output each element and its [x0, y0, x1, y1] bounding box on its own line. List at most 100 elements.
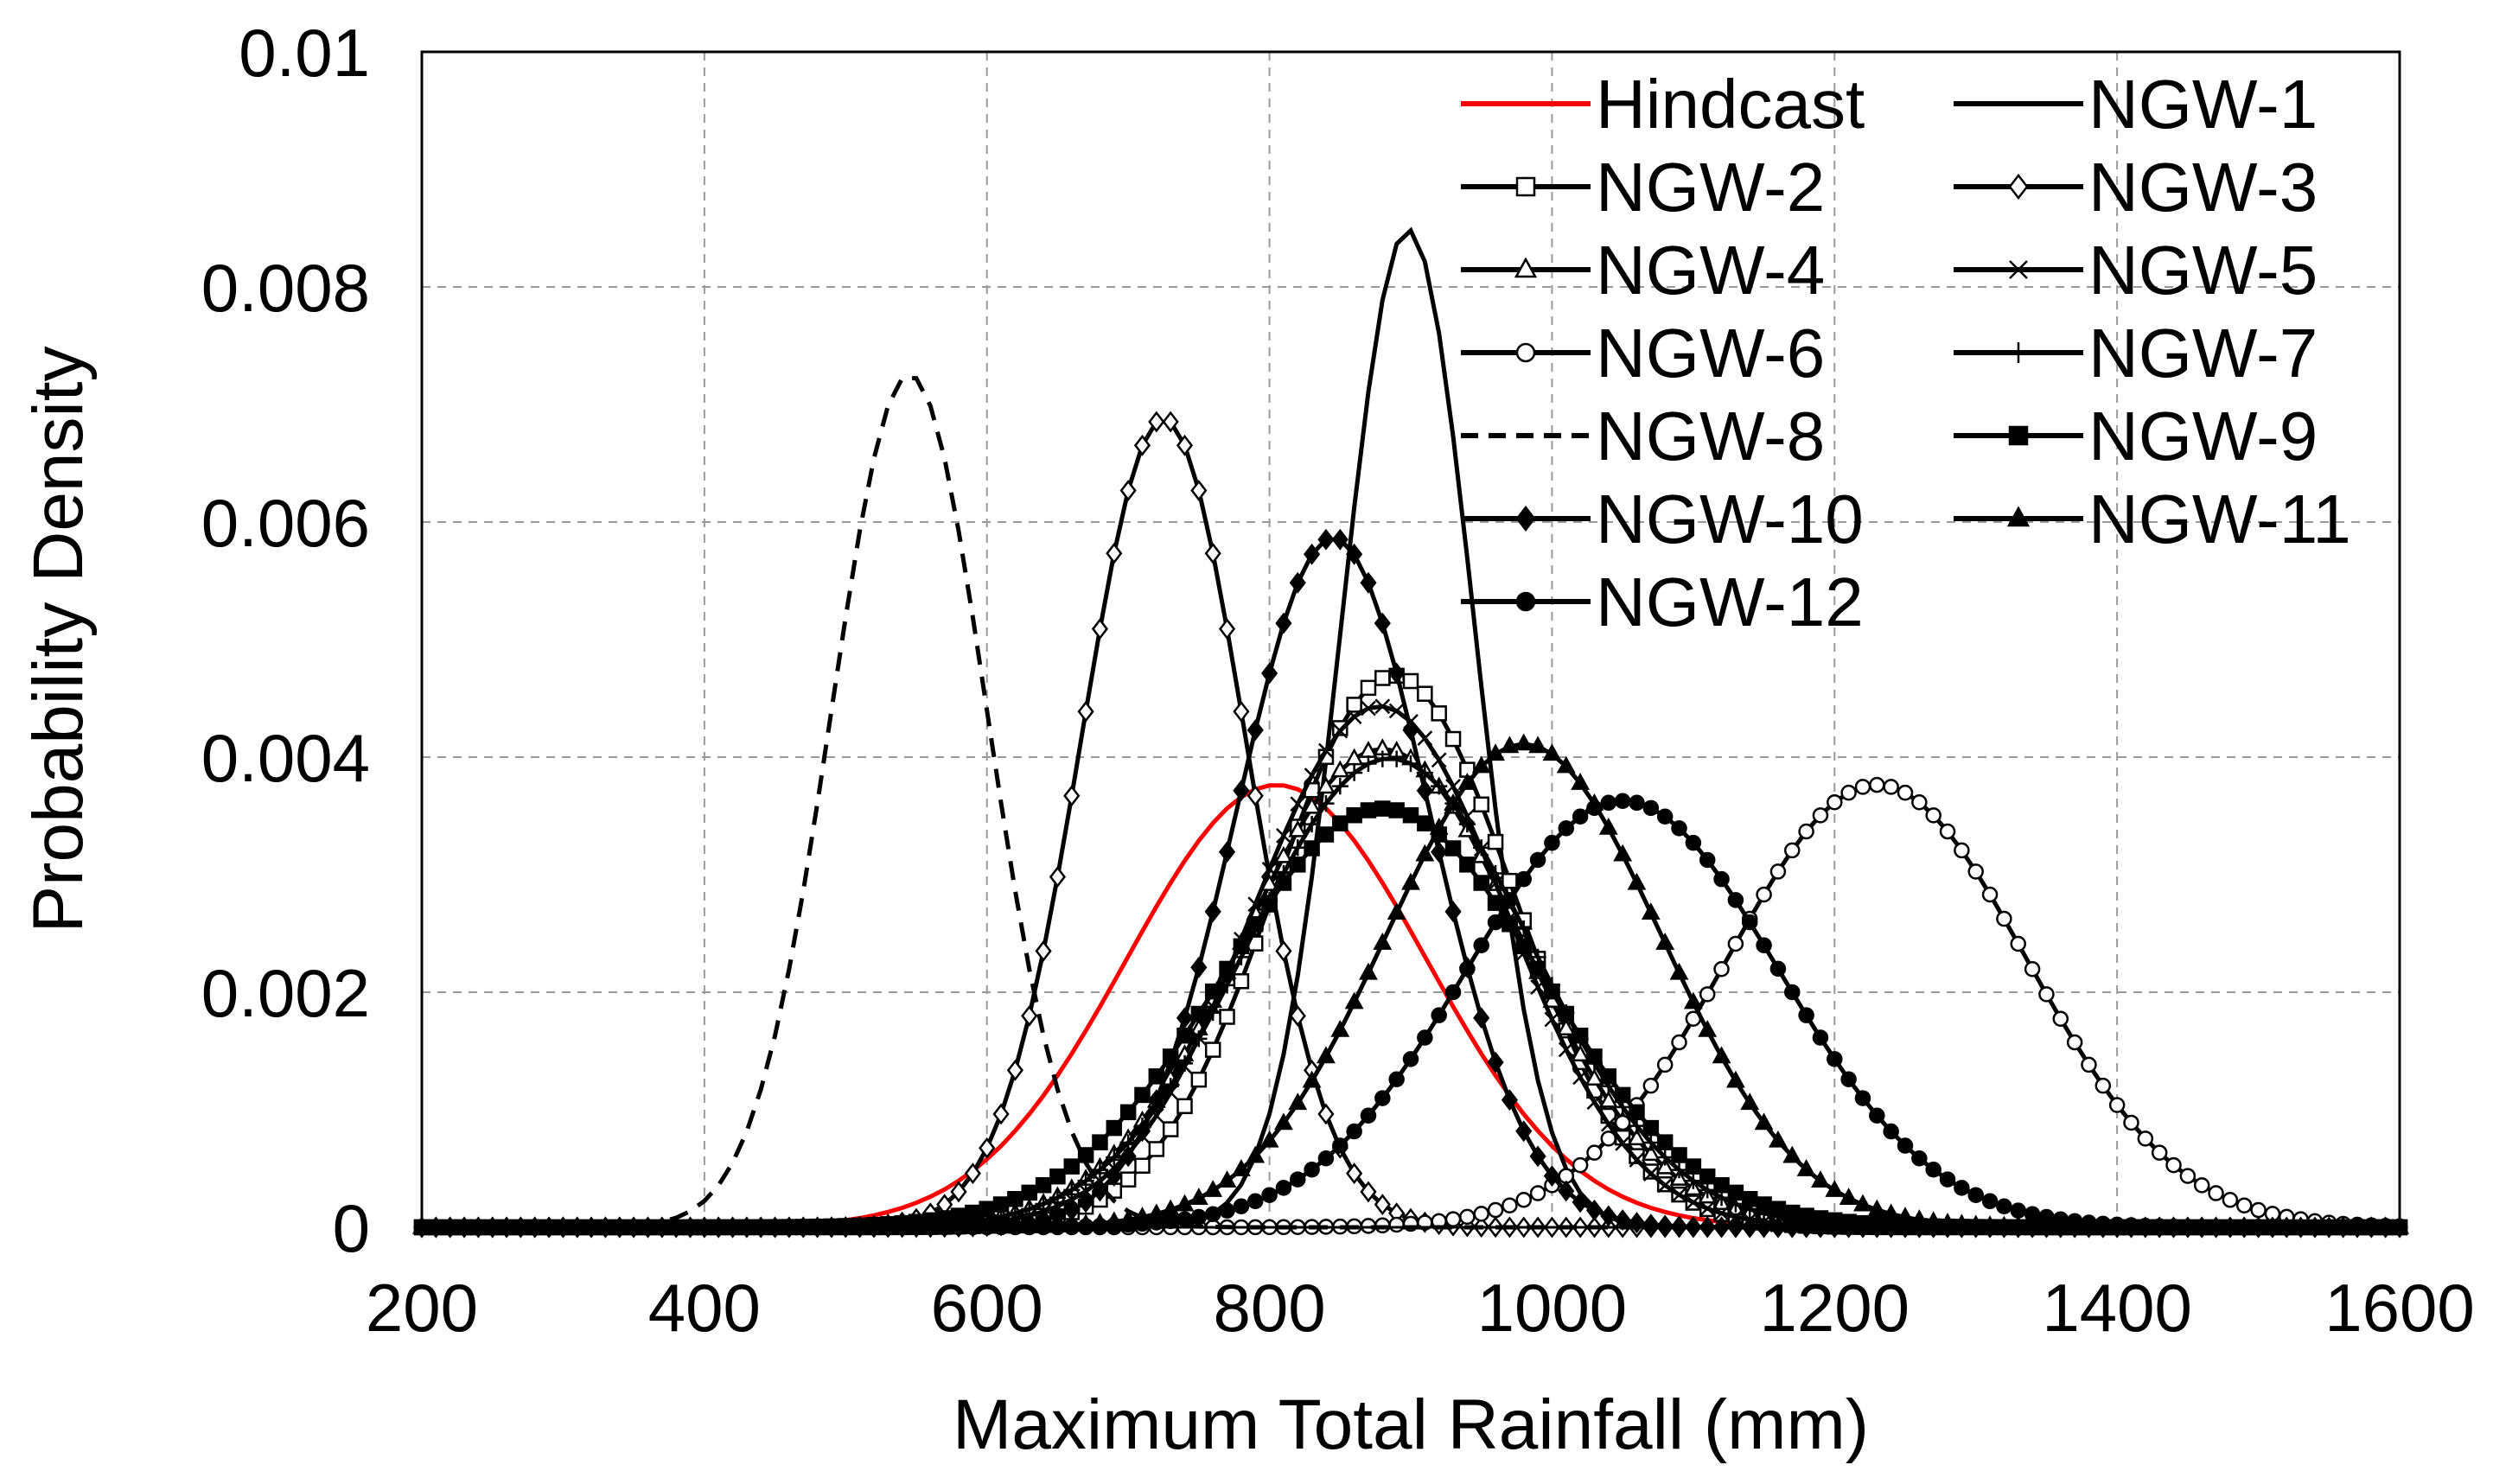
series-marker — [1486, 743, 1505, 761]
series-marker — [1598, 1090, 1618, 1108]
series-marker — [1515, 591, 1536, 612]
series-marker — [1289, 1004, 1306, 1027]
series-marker — [1415, 844, 1435, 862]
series-marker — [1148, 1089, 1165, 1111]
series-marker — [1332, 815, 1349, 831]
legend-item: NGW-11 — [1954, 481, 2351, 557]
series-marker — [1176, 434, 1194, 456]
series-marker — [1275, 875, 1292, 891]
series-marker — [1162, 1213, 1179, 1230]
series-marker — [2108, 1216, 2126, 1233]
series-marker — [1939, 823, 1956, 840]
series-marker — [1417, 1029, 1433, 1046]
series-marker — [1162, 1121, 1179, 1137]
series-marker — [992, 1103, 1010, 1125]
series-marker — [1344, 991, 1364, 1010]
series-marker — [1502, 915, 1518, 933]
series-marker — [1558, 820, 1575, 837]
series-marker — [1290, 857, 1306, 873]
series-marker — [1402, 806, 1419, 824]
series-marker — [2024, 1206, 2041, 1222]
series-marker — [1699, 1201, 1716, 1217]
series-marker — [1515, 938, 1532, 955]
series-marker — [1840, 784, 1857, 801]
series-marker — [1584, 1068, 1604, 1086]
series-marker — [1091, 618, 1109, 640]
series-marker — [1444, 840, 1462, 857]
series-marker — [1501, 1089, 1518, 1111]
series-marker — [1756, 937, 1772, 953]
series-marker — [1839, 1188, 1859, 1206]
series-marker — [1614, 793, 1631, 810]
series-marker — [1812, 1029, 1829, 1046]
series-marker — [1431, 752, 1447, 768]
series-marker — [1811, 1170, 1830, 1188]
series-marker — [1374, 612, 1391, 634]
series-marker — [2235, 1197, 2253, 1213]
series-marker — [1246, 1193, 1264, 1210]
series-marker — [1021, 1184, 1037, 1201]
series-marker — [1544, 834, 1560, 851]
series-marker — [2123, 1217, 2139, 1233]
series-marker — [1119, 1145, 1137, 1168]
series-marker — [1514, 257, 1538, 278]
series-marker — [1854, 779, 1871, 795]
series-marker — [1119, 1171, 1137, 1188]
series-marker — [1261, 1187, 1278, 1203]
series-marker — [1641, 902, 1661, 920]
series-marker — [2009, 260, 2028, 279]
series-marker — [1106, 1149, 1123, 1166]
y-tick-label: 0.008 — [201, 250, 370, 326]
series-marker — [1275, 939, 1292, 962]
legend-item: NGW-5 — [1954, 232, 2318, 309]
series-marker — [1119, 1104, 1137, 1121]
series-marker — [1429, 817, 1449, 835]
series-marker — [1388, 1216, 1405, 1233]
series-marker — [1656, 1214, 1674, 1237]
series-marker — [2250, 1201, 2267, 1219]
series-marker — [1246, 785, 1264, 807]
series-marker — [1346, 543, 1363, 565]
series-marker — [1740, 1092, 1760, 1111]
series-marker — [2095, 1077, 2112, 1094]
legend-item: NGW-7 — [1954, 315, 2318, 392]
series-marker — [1530, 979, 1546, 995]
series-marker — [1416, 780, 1433, 802]
series-marker — [1360, 571, 1377, 594]
series-marker — [1388, 662, 1406, 685]
series-marker — [1374, 1194, 1391, 1216]
series-marker — [2008, 342, 2029, 363]
series-marker — [1431, 841, 1448, 863]
series-marker — [1049, 1189, 1067, 1207]
series-marker — [1190, 1208, 1208, 1226]
series-marker — [1487, 864, 1504, 882]
series-marker — [1317, 1103, 1335, 1125]
legend-label: NGW-4 — [1596, 232, 1825, 309]
series-marker — [1374, 698, 1391, 715]
series-marker — [1586, 1144, 1603, 1161]
series-marker — [1683, 991, 1703, 1010]
series-marker — [1431, 1007, 1447, 1023]
series-marker — [1246, 719, 1264, 742]
y-tick-label: 0 — [333, 1190, 370, 1266]
series-marker — [1784, 984, 1801, 1001]
series-marker — [2038, 986, 2055, 1003]
series-marker — [1317, 826, 1335, 843]
series-marker — [1996, 910, 2012, 927]
series-marker — [1444, 730, 1462, 748]
series-marker — [964, 1162, 981, 1185]
series-marker — [1514, 733, 1533, 751]
series-marker — [979, 1201, 995, 1217]
series-marker — [2066, 1034, 2083, 1051]
series-marker — [1176, 1054, 1194, 1072]
series-marker — [1346, 764, 1363, 781]
series-marker — [1290, 1171, 1306, 1188]
series-marker — [1487, 1051, 1504, 1073]
series-marker — [2151, 1144, 2168, 1161]
series-marker — [1021, 1004, 1038, 1027]
series-marker — [1473, 875, 1489, 891]
series-marker — [1656, 1056, 1674, 1073]
series-marker — [1685, 1158, 1702, 1175]
series-marker — [2052, 1010, 2069, 1027]
